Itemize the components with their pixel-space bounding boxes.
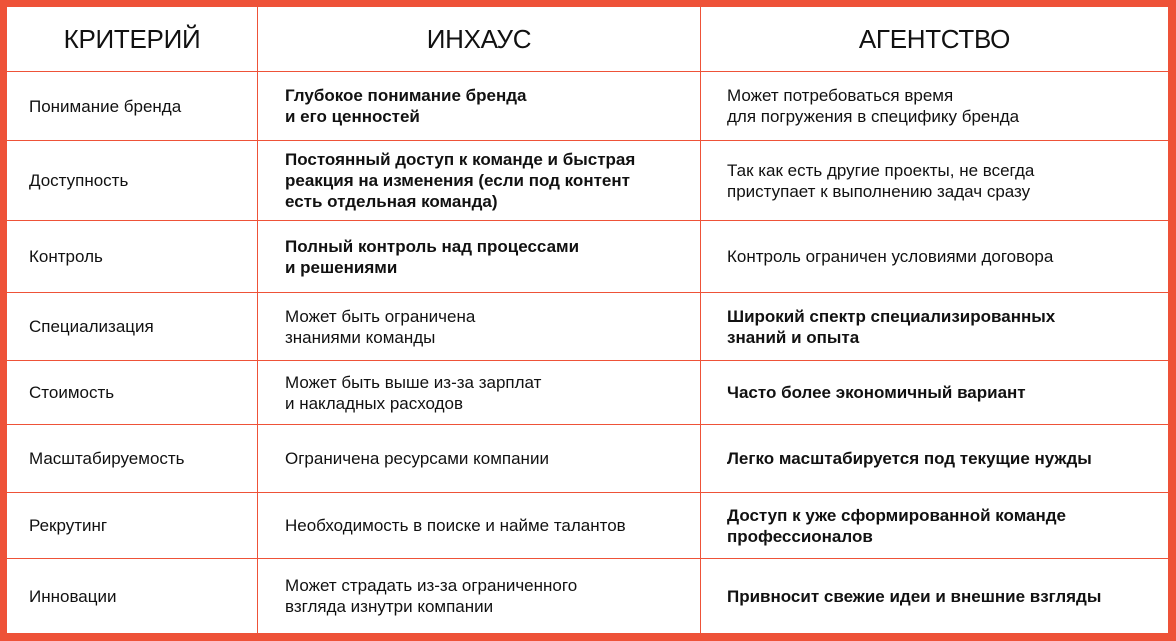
cell-criterion: Стоимость xyxy=(29,383,115,402)
table-row: Инновации Может страдать из-за ограниченн… xyxy=(7,558,1168,633)
cell-agency: Широкий спектр специализированных знаний… xyxy=(700,293,1168,360)
cell-criterion: Инновации xyxy=(29,586,117,606)
table-row: Рекрутинг Необходимость в поиске и найме … xyxy=(7,492,1168,558)
cell-inhouse: Может быть выше из-за зарплат и накладны… xyxy=(257,361,700,424)
cell-criterion: Специализация xyxy=(29,317,154,336)
table-row: Масштабируемость Ограничена ресурсами ком… xyxy=(7,424,1168,492)
cell-agency: Так как есть другие проекты, не всегда п… xyxy=(700,141,1168,220)
cell-agency: Легко масштабируется под текущие нужды xyxy=(700,425,1168,492)
header-row: КРИТЕРИЙ ИНХАУС АГЕНТСТВО xyxy=(7,7,1168,71)
header-agency: АГЕНТСТВО xyxy=(700,7,1168,71)
cell-inhouse: Полный контроль над процессами и решения… xyxy=(257,221,700,292)
cell-agency: Контроль ограничен условиями договора xyxy=(700,221,1168,292)
table-row: Специализация Может быть ограничена знани… xyxy=(7,292,1168,360)
cell-inhouse: Может быть ограничена знаниями команды xyxy=(257,293,700,360)
cell-criterion: Доступность xyxy=(29,171,129,190)
comparison-table: КРИТЕРИЙ ИНХАУС АГЕНТСТВО Понимание брен… xyxy=(7,7,1168,633)
table-row: Контроль Полный контроль над процессами и… xyxy=(7,220,1168,292)
cell-criterion: Контроль xyxy=(29,247,103,266)
cell-agency: Часто более экономичный вариант xyxy=(700,361,1168,424)
cell-agency: Доступ к уже сформированной команде проф… xyxy=(700,493,1168,558)
cell-inhouse: Постоянный доступ к команде и быстрая ре… xyxy=(257,141,700,220)
cell-inhouse: Необходимость в поиске и найме талантов xyxy=(257,493,700,558)
table-row: Доступность Постоянный доступ к команде и… xyxy=(7,140,1168,220)
cell-criterion: Понимание бренда xyxy=(29,96,182,116)
cell-inhouse: Может страдать из-за ограниченного взгля… xyxy=(257,559,700,633)
cell-inhouse: Ограничена ресурсами компании xyxy=(257,425,700,492)
cell-agency: Привносит свежие идеи и внешние взгляды xyxy=(700,559,1168,633)
cell-criterion: Масштабируемость xyxy=(29,449,185,468)
cell-inhouse: Глубокое понимание бренда и его ценносте… xyxy=(257,72,700,140)
table-row: Понимание бренда Глубокое понимание бренд… xyxy=(7,71,1168,140)
header-criterion: КРИТЕРИЙ xyxy=(63,23,201,54)
cell-agency: Может потребоваться время для погружения… xyxy=(700,72,1168,140)
table-row: Стоимость Может быть выше из-за зарплат и… xyxy=(7,360,1168,424)
cell-criterion: Рекрутинг xyxy=(29,516,108,535)
header-inhouse: ИНХАУС xyxy=(257,7,700,71)
